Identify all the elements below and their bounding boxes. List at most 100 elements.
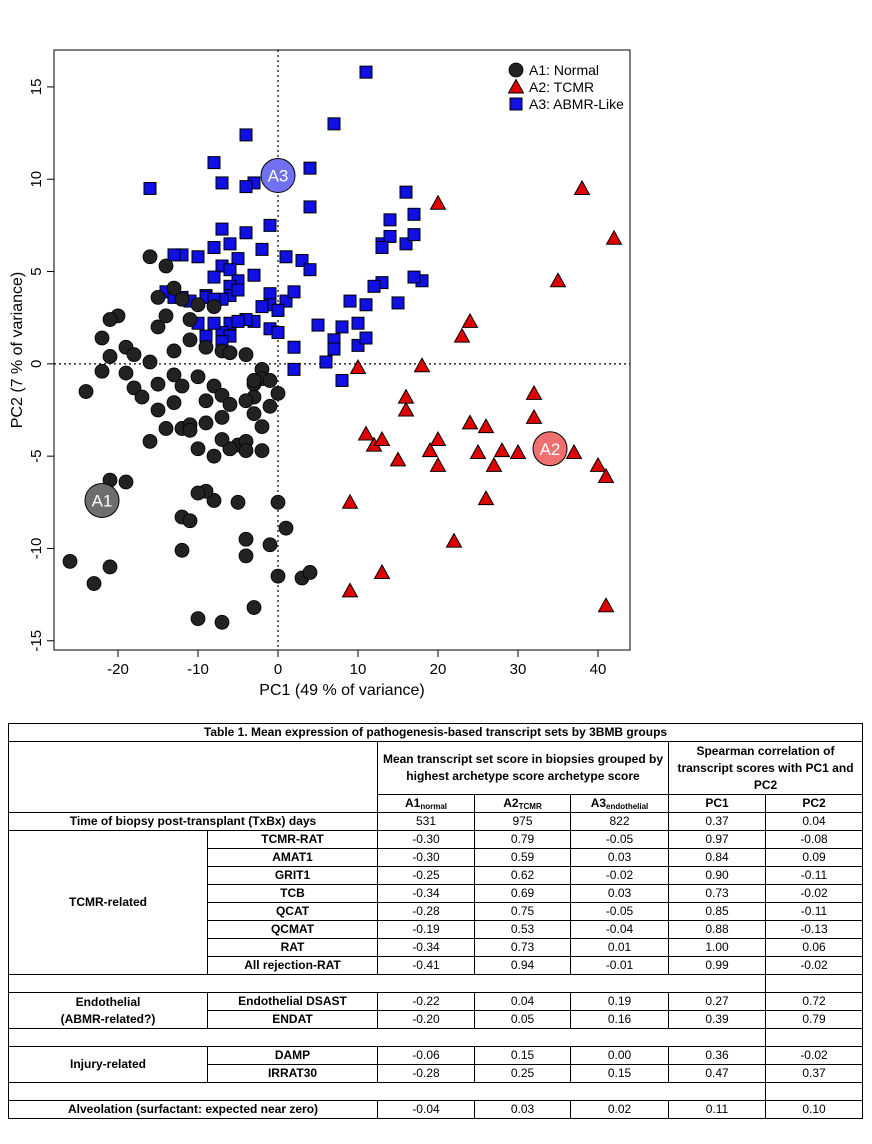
triangle-point (341, 493, 359, 509)
circle-point (262, 398, 278, 414)
square-point (223, 263, 237, 277)
cell-pc2: -0.11 (765, 866, 863, 885)
cell-a1: -0.20 (377, 1010, 475, 1029)
cell-pc1: 1.00 (668, 938, 766, 957)
triangle-point (341, 582, 359, 598)
circle-point (174, 542, 190, 558)
circle-point (102, 312, 118, 327)
cell-a2: 0.04 (474, 992, 571, 1011)
circle-point (78, 384, 94, 399)
square-point (239, 180, 253, 194)
cell-a1: -0.34 (377, 938, 475, 957)
triangle-point (509, 443, 527, 459)
square-point (231, 252, 245, 266)
table-row: TCMR-related TCMR-RAT -0.30 0.79 -0.05 0.97 -0… (8, 830, 863, 975)
col-a2-header: A2TCMR (474, 794, 571, 813)
group-label-line: Endothelial (75, 994, 141, 1009)
circle-point (214, 409, 230, 425)
transcript-table: Table 1. Mean expression of pathogenesis… (8, 723, 863, 1119)
circle-point (94, 330, 110, 346)
triangle-point (597, 597, 615, 613)
spacer-row (8, 1028, 863, 1047)
x-tick-label: 0 (274, 661, 282, 678)
circle-point (62, 553, 78, 569)
cell-a1: 531 (377, 812, 475, 831)
square-point (239, 226, 253, 240)
square-point (287, 340, 301, 354)
row-label: RAT (207, 938, 378, 957)
archetype-marker (260, 158, 296, 194)
row-label: All rejection-RAT (207, 956, 378, 975)
circle-point (254, 419, 270, 435)
circle-point (270, 385, 286, 401)
cell-a1: -0.28 (377, 1064, 475, 1083)
circle-point (182, 513, 198, 529)
circle-point (190, 369, 206, 385)
table-caption: Table 1. Mean expression of pathogenesis… (8, 723, 863, 742)
y-tick-label: -15 (28, 630, 45, 652)
cell-a3: 0.16 (570, 1010, 669, 1029)
circle-point (206, 448, 222, 464)
cell-a2: 0.62 (474, 866, 571, 885)
circle-point (190, 485, 206, 501)
cell-pc1: 0.37 (668, 812, 766, 831)
col-a3-header: A3endothelial (570, 794, 669, 813)
table-row: QCAT -0.28 0.75 -0.05 0.85 -0.11 (9, 902, 863, 921)
cell-a2: 0.75 (474, 902, 571, 921)
circle-point (118, 365, 134, 381)
circle-point (270, 568, 286, 584)
square-point (231, 314, 245, 328)
square-point (303, 161, 317, 175)
triangle-point (525, 384, 543, 400)
square-point (247, 268, 261, 282)
circle-point (126, 347, 142, 363)
circle-point (190, 611, 206, 627)
axis-ticks: -20 -10 0 10 20 30 40 -15 -10 -5 0 5 10 15 (28, 79, 606, 678)
header-mean-score: Mean transcript set score in biopsies gr… (377, 741, 669, 795)
x-tick-label: 10 (350, 661, 367, 678)
square-point (231, 283, 245, 297)
plot-frame (53, 49, 631, 651)
y-tick-label: -10 (28, 538, 45, 560)
circle-point (254, 443, 270, 459)
square-point (207, 156, 221, 170)
triangle-point (461, 312, 479, 328)
cell-a1: -0.41 (377, 956, 475, 975)
cell-pc1: 0.47 (668, 1064, 766, 1083)
x-tick-label: 20 (430, 661, 447, 678)
square-point (391, 296, 405, 310)
triangle-point (493, 442, 511, 458)
header-blank-2 (8, 794, 378, 813)
square-point (215, 176, 229, 190)
circle-point (238, 347, 254, 363)
circle-point (102, 349, 118, 364)
square-point (255, 300, 269, 314)
circle-point (238, 548, 254, 564)
cell-pc2: -0.02 (765, 884, 863, 903)
circle-point (118, 474, 134, 490)
circle-point (214, 614, 230, 630)
circle-point (166, 343, 182, 359)
triangle-point (477, 418, 495, 434)
cell-a3: -0.02 (570, 866, 669, 885)
archetype-marker (532, 431, 568, 467)
circle-point (166, 395, 182, 411)
cell-pc2: -0.11 (765, 902, 863, 921)
table-row: Time of biopsy post-transplant (TxBx) da… (8, 812, 863, 831)
cell-a3: -0.05 (570, 830, 669, 849)
square-point (335, 320, 349, 334)
row-label: GRIT1 (207, 866, 378, 885)
cell-a2: 0.53 (474, 920, 571, 939)
cell-a1: -0.28 (377, 902, 475, 921)
cell-a3: 0.01 (570, 938, 669, 957)
circle-point (158, 308, 174, 324)
circle-point (190, 441, 206, 457)
square-point (223, 237, 237, 251)
square-point (287, 362, 301, 376)
circle-point (94, 363, 110, 379)
cell-a1: -0.25 (377, 866, 475, 885)
circle-point (150, 376, 166, 392)
cell-a2: 0.73 (474, 938, 571, 957)
row-label: QCAT (207, 902, 378, 921)
table-row: GRIT1 -0.25 0.62 -0.02 0.90 -0.11 (9, 866, 863, 885)
